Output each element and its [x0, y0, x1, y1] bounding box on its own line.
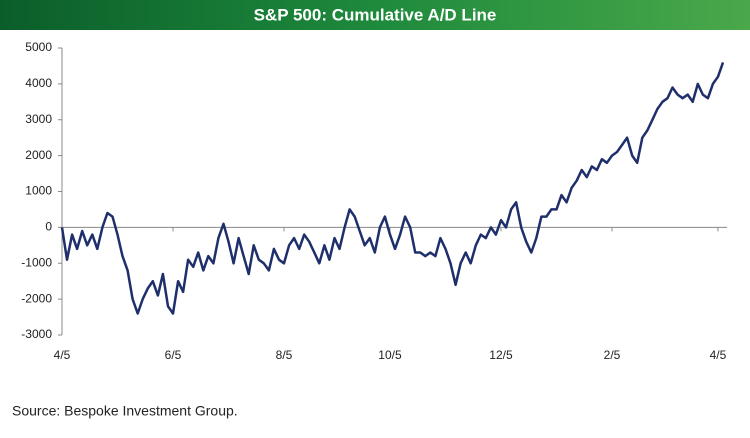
x-tick-label: 4/5 [54, 348, 71, 362]
source: Source: Bespoke Investment Group. [12, 403, 238, 419]
y-tick-label: 4000 [25, 76, 52, 90]
y-tick-label: -1000 [21, 255, 52, 269]
x-tick-label: 2/5 [604, 348, 621, 362]
x-tick-label: 8/5 [276, 348, 293, 362]
title-banner [0, 0, 750, 30]
y-tick-label: -2000 [21, 291, 52, 305]
x-tick-label: 10/5 [378, 348, 402, 362]
y-tick-label: -3000 [21, 327, 52, 341]
y-tick-label: 5000 [25, 40, 52, 54]
y-tick-label: 3000 [25, 112, 52, 126]
x-tick-label: 6/5 [165, 348, 182, 362]
chart-title: S&P 500: Cumulative A/D Line [254, 5, 497, 24]
x-tick-label: 4/5 [710, 348, 727, 362]
y-tick-label: 2000 [25, 148, 52, 162]
y-tick-label: 0 [45, 220, 52, 234]
y-tick-label: 1000 [25, 184, 52, 198]
x-tick-label: 12/5 [489, 348, 513, 362]
ad-line [60, 61, 725, 315]
